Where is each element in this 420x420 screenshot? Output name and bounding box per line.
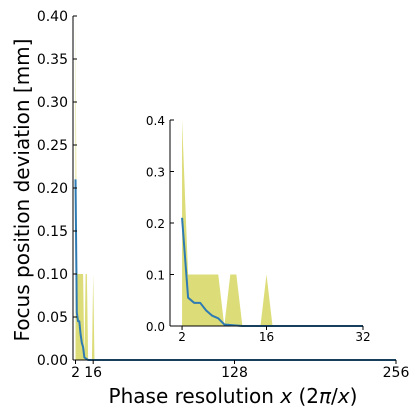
main-panel: 2 16 128 2560.000.050.100.150.200.250.300.3… bbox=[10, 9, 409, 408]
main-y-tick-label: 0.00 bbox=[37, 353, 68, 369]
inset-y-tick-label: 0.0 bbox=[146, 320, 165, 334]
main-y-tick-label: 0.30 bbox=[37, 95, 68, 111]
x-axis-title-var: x bbox=[279, 384, 292, 408]
main-y-tick-label: 0.10 bbox=[37, 267, 68, 283]
inset-y-tick-label: 0.4 bbox=[146, 114, 165, 128]
x-axis-title: Phase resolution x (2π/x) bbox=[109, 384, 358, 408]
inset-panel: 2 16 32 0.0 0.1 0.2 0.3 0.4 bbox=[146, 114, 371, 344]
inset-x-tick-label: 32 bbox=[355, 330, 370, 344]
x-axis-title-slash: / bbox=[331, 384, 338, 408]
main-y-tick-label: 0.35 bbox=[37, 52, 68, 68]
inset-y-tick-label: 0.1 bbox=[146, 269, 165, 283]
x-axis-title-var2: x bbox=[337, 384, 350, 408]
inset-deviation-band bbox=[182, 120, 363, 326]
inset-x-tick-label: 2 bbox=[178, 330, 186, 344]
main-line-layer bbox=[74, 179, 396, 361]
main-y-tick-label: 0.15 bbox=[37, 224, 68, 240]
inset-y-tick-label: 0.2 bbox=[146, 217, 165, 231]
x-axis-title-paren: (2 bbox=[292, 384, 319, 408]
main-y-tick-label: 0.40 bbox=[37, 9, 68, 25]
main-x-tick-label: 2 bbox=[71, 365, 80, 381]
inset-y-tick-label: 0.3 bbox=[146, 166, 165, 180]
main-y-tick-label: 0.20 bbox=[37, 181, 68, 197]
y-axis-title: Focus position deviation [mm] bbox=[10, 39, 34, 342]
inset-ticks: 2 16 32 0.0 0.1 0.2 0.3 0.4 bbox=[146, 114, 371, 344]
main-mean-line bbox=[74, 179, 396, 361]
main-ticks: 2 16 128 2560.000.050.100.150.200.250.300.3… bbox=[37, 9, 410, 381]
x-axis-title-pi: π bbox=[319, 384, 332, 408]
main-x-tick-label: 256 bbox=[383, 365, 410, 381]
x-axis-title-text: Phase resolution bbox=[109, 384, 281, 408]
inset-band-layer bbox=[182, 120, 363, 326]
x-axis-title-close: ) bbox=[350, 384, 358, 408]
main-y-tick-label: 0.05 bbox=[37, 310, 68, 326]
main-x-tick-label: 16 bbox=[84, 365, 102, 381]
main-x-tick-label: 128 bbox=[221, 365, 248, 381]
main-y-tick-label: 0.25 bbox=[37, 138, 68, 154]
inset-x-tick-label: 16 bbox=[259, 330, 274, 344]
